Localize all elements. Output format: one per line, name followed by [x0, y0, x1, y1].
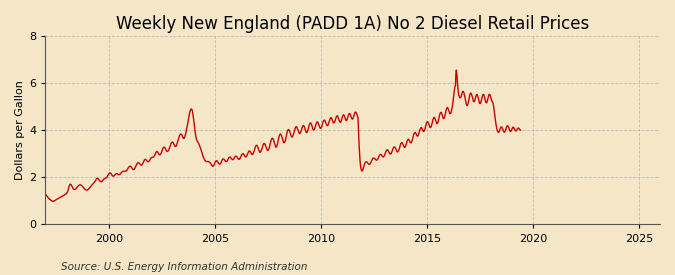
Y-axis label: Dollars per Gallon: Dollars per Gallon — [15, 80, 25, 180]
Text: Source: U.S. Energy Information Administration: Source: U.S. Energy Information Administ… — [61, 262, 307, 272]
Title: Weekly New England (PADD 1A) No 2 Diesel Retail Prices: Weekly New England (PADD 1A) No 2 Diesel… — [116, 15, 589, 33]
